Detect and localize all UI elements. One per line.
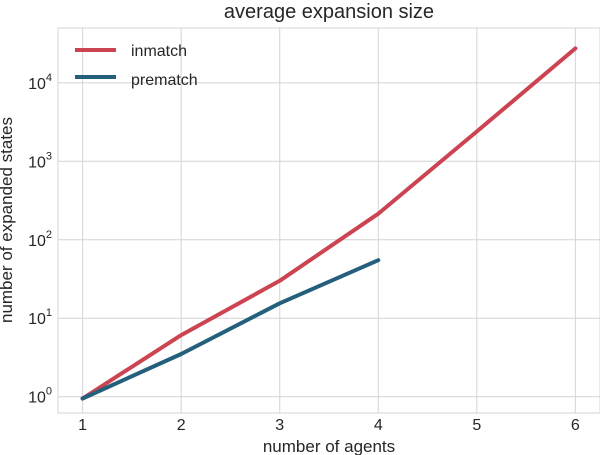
x-axis-label: number of agents [263,437,395,455]
legend: inmatch prematch [75,43,198,89]
series-line-inmatch [80,46,578,401]
y-tick-label: 102 [28,229,52,250]
plot-frame [57,27,600,414]
x-tick-label: 2 [177,417,186,434]
y-axis-label: number of expanded states [0,117,16,323]
y-tick-label: 103 [28,150,52,171]
legend-label-inmatch: inmatch [131,43,187,60]
x-ticks: 1 2 3 4 5 6 [78,417,580,434]
chart-title: average expansion size [224,1,434,23]
x-tick-label: 1 [78,417,87,434]
y-ticks: 100 101 102 103 104 [28,72,52,407]
x-tick-label: 6 [571,417,580,434]
legend-label-prematch: prematch [131,72,198,89]
y-tick-label: 100 [28,386,52,407]
x-tick-label: 3 [275,417,284,434]
gridlines [58,28,600,413]
x-tick-label: 4 [374,417,383,434]
series-lines [80,46,578,401]
x-tick-label: 5 [472,417,481,434]
y-tick-label: 104 [28,72,52,93]
y-tick-label: 101 [28,307,52,328]
series-line-prematch [80,258,381,401]
